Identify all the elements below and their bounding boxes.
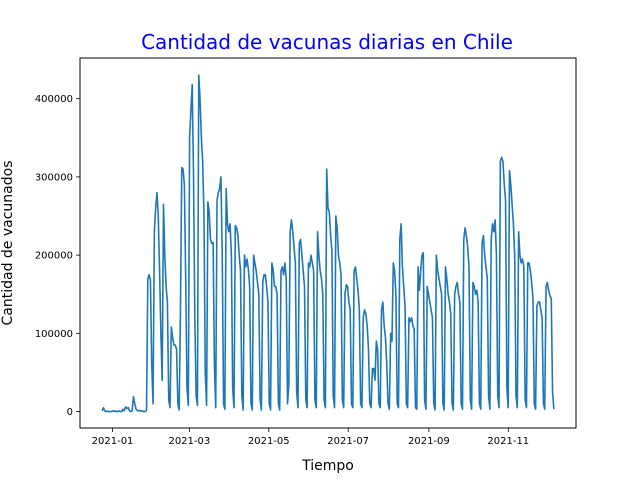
x-tick-label: 2021-03 xyxy=(168,436,210,447)
y-tick-label: 0 xyxy=(67,407,73,418)
x-axis: 2021-01 2021-03 2021-05 2021-07 2021-09 2021-… xyxy=(92,428,529,447)
x-tick-label: 2021-09 xyxy=(408,436,450,447)
y-axis-label: Cantidad de vacunados xyxy=(0,161,16,326)
x-tick-label: 2021-11 xyxy=(487,436,529,447)
plot-area xyxy=(79,57,577,429)
x-tick-label: 2021-01 xyxy=(92,436,134,447)
chart-title: Cantidad de vacunas diarias en Chile xyxy=(141,30,513,54)
y-axis: 0 100000 200000 300000 400000 xyxy=(35,94,80,418)
x-tick-label: 2021-07 xyxy=(327,436,369,447)
y-tick-label: 400000 xyxy=(35,94,73,105)
y-tick-label: 300000 xyxy=(35,172,73,183)
y-tick-label: 200000 xyxy=(35,251,73,262)
series-line xyxy=(101,74,555,413)
x-tick-label: 2021-05 xyxy=(248,436,290,447)
y-tick-label: 100000 xyxy=(35,329,73,340)
x-axis-label: Tiempo xyxy=(301,458,354,474)
